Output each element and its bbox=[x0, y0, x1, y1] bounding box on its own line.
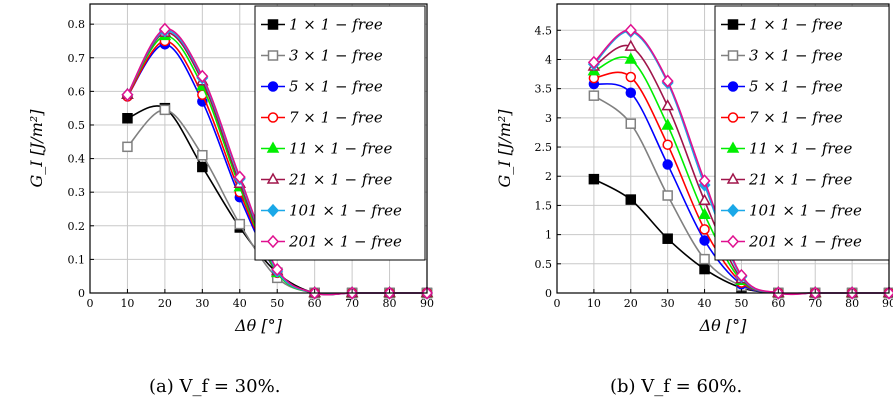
y-tick-label: 0.6 bbox=[68, 85, 86, 98]
x-tick-label: 50 bbox=[270, 297, 284, 310]
legend-label: 11 × 1 − free bbox=[289, 140, 392, 158]
y-tick-label: 0 bbox=[78, 287, 85, 300]
x-tick-label: 80 bbox=[845, 297, 859, 310]
legend-marker bbox=[269, 82, 278, 91]
data-point bbox=[700, 255, 709, 264]
x-tick-label: 70 bbox=[345, 297, 359, 310]
chart-a-svg: 0 10 20 30 40 50 60 70 80 90 0 0.1 0.2 0.3 0.4 0.5 0.6 0.… bbox=[0, 0, 440, 402]
legend-label: 11 × 1 − free bbox=[749, 140, 852, 158]
y-tick-label: 0.2 bbox=[68, 220, 86, 233]
data-point bbox=[589, 91, 598, 100]
data-point bbox=[663, 140, 672, 149]
legend-0: 1 × 1 − free 3 × 1 − free 5 × 1 − free 7 × … bbox=[255, 6, 425, 260]
y-tick-label: 0 bbox=[545, 287, 552, 300]
y-tick-label: 4 bbox=[545, 53, 552, 66]
y-tick-label: 4.5 bbox=[535, 24, 553, 37]
data-point bbox=[700, 265, 709, 274]
y-tick-label: 1 bbox=[545, 229, 552, 242]
y-tick-label: 0.8 bbox=[68, 18, 86, 31]
legend-label: 7 × 1 − free bbox=[749, 109, 843, 127]
data-point bbox=[123, 114, 132, 123]
x-tick-label: 70 bbox=[808, 297, 822, 310]
legend-label: 101 × 1 − free bbox=[749, 202, 862, 220]
y-axis-label: G_I [J/m²] bbox=[27, 109, 46, 188]
legend-marker bbox=[729, 51, 738, 60]
legend-marker bbox=[729, 20, 738, 29]
chart-panel-b: 0 10 20 30 40 50 60 70 80 90 0 0.5 1 1.5 2 2.5 3 3.5 4 4.5 Δ… bbox=[462, 0, 893, 402]
y-tick-label: 2.5 bbox=[535, 141, 553, 154]
legend-label: 3 × 1 − free bbox=[289, 47, 383, 65]
data-point bbox=[663, 160, 672, 169]
legend-label: 3 × 1 − free bbox=[749, 47, 843, 65]
data-point bbox=[663, 234, 672, 243]
y-tick-label: 0.5 bbox=[68, 119, 86, 132]
data-point bbox=[160, 105, 169, 114]
legend-label: 1 × 1 − free bbox=[749, 16, 843, 34]
data-point bbox=[589, 175, 598, 184]
data-point bbox=[663, 120, 673, 129]
x-axis-label: Δθ [°] bbox=[234, 316, 283, 335]
legend-label: 21 × 1 − free bbox=[748, 171, 852, 189]
caption-a: (a) V_f = 30%. bbox=[149, 376, 280, 397]
y-axis-label: G_I [J/m²] bbox=[495, 109, 514, 188]
x-tick-label: 30 bbox=[195, 297, 209, 310]
data-point bbox=[198, 151, 207, 160]
legend-marker bbox=[269, 51, 278, 60]
x-tick-label: 0 bbox=[554, 297, 561, 310]
x-tick-label: 30 bbox=[661, 297, 675, 310]
x-tick-label: 20 bbox=[624, 297, 638, 310]
data-point bbox=[626, 88, 635, 97]
legend-label: 21 × 1 − free bbox=[288, 171, 392, 189]
data-point bbox=[626, 119, 635, 128]
x-tick-label: 0 bbox=[87, 297, 94, 310]
legend-label: 1 × 1 − free bbox=[289, 16, 383, 34]
data-point bbox=[626, 195, 635, 204]
y-tick-label: 1.5 bbox=[535, 199, 553, 212]
legend-marker bbox=[729, 82, 738, 91]
y-tick-label: 0.7 bbox=[68, 52, 86, 65]
x-tick-label: 60 bbox=[771, 297, 785, 310]
chart-b-svg: 0 10 20 30 40 50 60 70 80 90 0 0.5 1 1.5 2 2.5 3 3.5 4 4.5 Δ… bbox=[462, 0, 893, 402]
legend-label: 7 × 1 − free bbox=[289, 109, 383, 127]
x-axis-label: Δθ [°] bbox=[699, 316, 748, 335]
legend-box bbox=[715, 6, 889, 260]
y-tick-label: 3 bbox=[545, 112, 552, 125]
legend-label: 201 × 1 − free bbox=[748, 233, 862, 251]
x-tick-label: 80 bbox=[383, 297, 397, 310]
legend-label: 5 × 1 − free bbox=[749, 78, 843, 96]
x-tick-label: 40 bbox=[233, 297, 247, 310]
legend-marker bbox=[269, 20, 278, 29]
x-tick-label: 40 bbox=[698, 297, 712, 310]
x-tick-label: 10 bbox=[587, 297, 601, 310]
y-tick-label: 0.4 bbox=[68, 153, 86, 166]
legend-label: 5 × 1 − free bbox=[289, 78, 383, 96]
x-tick-label: 10 bbox=[120, 297, 134, 310]
y-tick-label: 0.3 bbox=[68, 186, 86, 199]
caption-b: (b) V_f = 60%. bbox=[610, 376, 742, 397]
legend-box bbox=[255, 6, 425, 260]
y-tick-label: 3.5 bbox=[535, 83, 553, 96]
data-point bbox=[235, 220, 244, 229]
legend-label: 201 × 1 − free bbox=[288, 233, 402, 251]
x-tick-label: 90 bbox=[420, 297, 434, 310]
legend-label: 101 × 1 − free bbox=[289, 202, 402, 220]
x-tick-label: 60 bbox=[308, 297, 322, 310]
y-tick-label: 0.5 bbox=[535, 258, 553, 271]
data-point bbox=[198, 162, 207, 171]
y-tick-label: 2 bbox=[545, 170, 552, 183]
chart-panel-a: 0 10 20 30 40 50 60 70 80 90 0 0.1 0.2 0.3 0.4 0.5 0.6 0.… bbox=[0, 0, 440, 402]
legend-marker bbox=[729, 113, 738, 122]
data-point bbox=[663, 101, 673, 110]
x-tick-label: 50 bbox=[734, 297, 748, 310]
legend-marker bbox=[269, 113, 278, 122]
y-tick-label: 0.1 bbox=[68, 253, 86, 266]
data-point bbox=[663, 191, 672, 200]
data-point bbox=[700, 225, 709, 234]
data-point bbox=[626, 72, 635, 81]
data-point bbox=[700, 236, 709, 245]
legend-1: 1 × 1 − free 3 × 1 − free 5 × 1 − free 7 × … bbox=[715, 6, 889, 260]
x-tick-label: 20 bbox=[158, 297, 172, 310]
x-tick-label: 90 bbox=[882, 297, 893, 310]
data-point bbox=[123, 142, 132, 151]
